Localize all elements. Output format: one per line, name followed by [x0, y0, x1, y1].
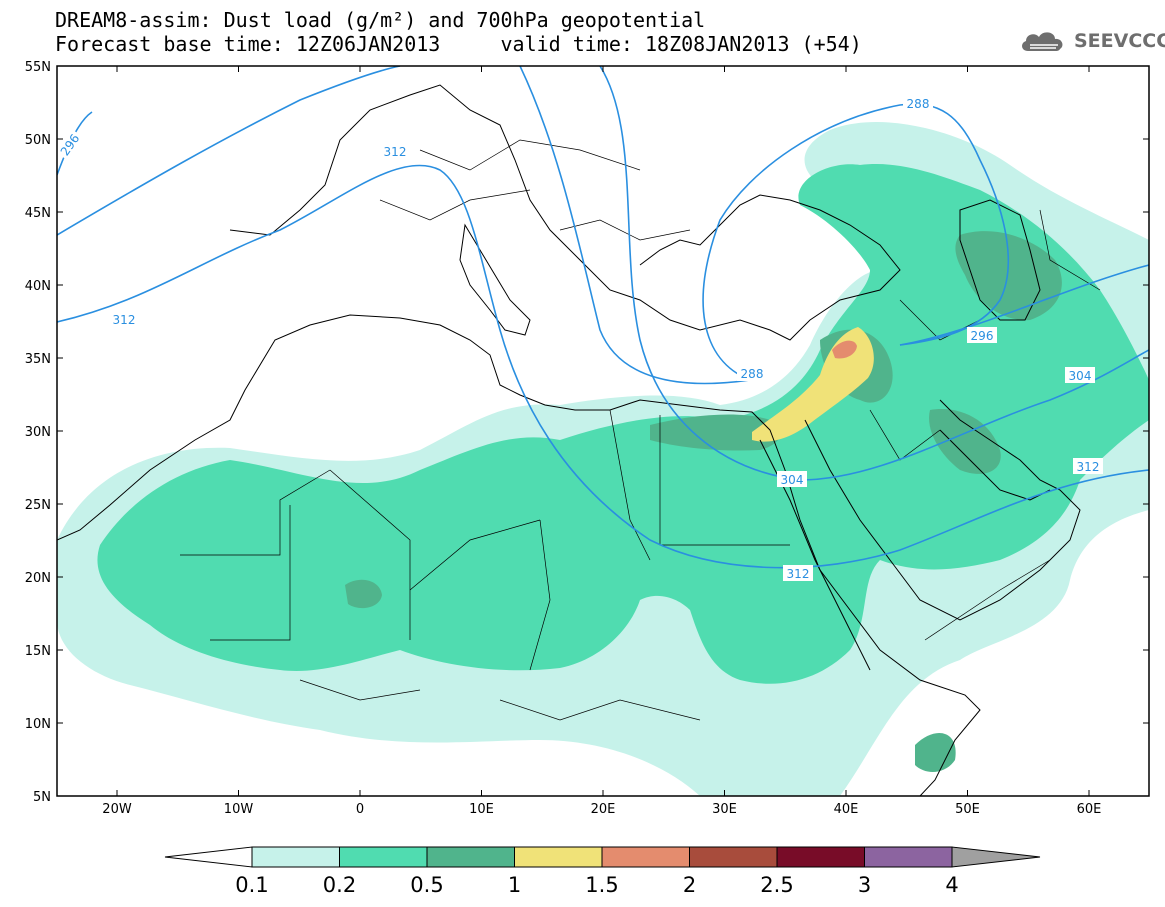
dust-0.5-area: [345, 579, 382, 609]
border-line: [529, 519, 551, 671]
colorbar-segment: [689, 846, 778, 868]
contour-label: 312: [384, 145, 407, 159]
lat-label: 35N: [25, 352, 51, 367]
colorbar-label: 1: [508, 873, 521, 897]
cloud-icon: [1022, 32, 1063, 51]
lat-label: 5N: [33, 790, 51, 805]
colorbar-segment: [601, 846, 690, 868]
title-line-2: Forecast base time: 12Z06JAN2013 valid t…: [55, 32, 862, 56]
lat-label: 40N: [25, 279, 51, 294]
dust-1.5-area: [832, 340, 857, 359]
colorbar-high-arrow: [951, 846, 1041, 868]
lon-label: 50E: [955, 802, 980, 817]
colorbar-label: 0.2: [323, 873, 356, 897]
contour-label: 312: [1077, 460, 1100, 474]
colorbar-segment: [514, 846, 603, 868]
dust-0.5-area: [915, 733, 956, 772]
europe-coastline: [229, 84, 901, 341]
border-line: [180, 469, 331, 556]
seevccc-logo: SEEVCCC: [1018, 28, 1165, 54]
lon-label: 60E: [1077, 802, 1102, 817]
border-line: [559, 219, 691, 241]
dust-0.5-area: [955, 231, 1062, 321]
border-line: [329, 469, 411, 640]
colorbar-segment: [776, 846, 865, 868]
colorbar-segment: [339, 846, 428, 868]
title-line-1: DREAM8-assim: Dust load (g/m²) and 700hP…: [55, 8, 706, 32]
italy-coastline: [459, 223, 531, 336]
lon-label: 10E: [469, 802, 494, 817]
lat-label: 10N: [25, 717, 51, 732]
lon-label: 30E: [712, 802, 737, 817]
contour-296-east: [57, 66, 401, 236]
lon-label: 40E: [834, 802, 859, 817]
geopotential-contours: [57, 66, 1149, 569]
contour-label: 296: [971, 329, 994, 343]
lat-label: 30N: [25, 425, 51, 440]
colorbar-label: 3: [858, 873, 871, 897]
contour-label: 312: [787, 567, 810, 581]
lon-label: 20E: [591, 802, 616, 817]
colorbar-label: 2.5: [760, 873, 793, 897]
lat-label: 45N: [25, 206, 51, 221]
border-line: [379, 189, 531, 221]
latitude-axis: 55N 50N 45N 40N 35N 30N 25N 20N 15N 10N 5N: [25, 60, 1149, 805]
contour-label: 304: [781, 473, 804, 487]
contour-label: 288: [741, 367, 764, 381]
border-line: [299, 679, 421, 701]
colorbar-segment: [864, 846, 953, 868]
colorbar-label: 1.5: [585, 873, 618, 897]
border-line: [609, 409, 651, 561]
africa-coastline: [57, 314, 981, 796]
lat-label: 20N: [25, 571, 51, 586]
plot-area: [57, 66, 1149, 796]
arabia-coastline: [804, 399, 1081, 621]
colorbar-label: 0.1: [235, 873, 268, 897]
dust-0.5-area: [650, 414, 781, 451]
border-line: [899, 299, 981, 341]
longitude-axis: 20W 10W 0 10E 20E 30E 40E 50E 60E: [102, 66, 1101, 817]
colorbar-label: 4: [945, 873, 958, 897]
contour-labels: 296 312 312 288 296 304 304 312 312 288: [54, 95, 1103, 581]
colorbar: 0.1 0.2 0.5 1 1.5 2 2.5 3 4: [164, 846, 1041, 897]
lat-label: 25N: [25, 498, 51, 513]
colorbar-label: 2: [683, 873, 696, 897]
border-line: [419, 139, 641, 171]
border-line: [924, 559, 1051, 641]
border-line: [1039, 209, 1101, 291]
persian-gulf-coastline: [939, 429, 1051, 501]
lon-label: 20W: [102, 802, 132, 817]
contour-312-west: [57, 164, 1149, 569]
colorbar-segment: [426, 846, 515, 868]
colorbar-segment: [251, 846, 340, 868]
caspian-coastline: [959, 199, 1041, 321]
contour-label: 304: [1069, 369, 1092, 383]
lon-label: 0: [356, 802, 364, 817]
lat-label: 15N: [25, 644, 51, 659]
logo-text: SEEVCCC: [1074, 30, 1165, 52]
colorbar-low-arrow: [164, 846, 253, 868]
contour-304: [599, 66, 1149, 481]
colorbar-label: 0.5: [410, 873, 443, 897]
contour-label: 288: [907, 97, 930, 111]
lat-label: 50N: [25, 133, 51, 148]
border-line: [210, 505, 291, 641]
coastlines: [57, 84, 1081, 796]
contour-label: 312: [113, 313, 136, 327]
border-line: [409, 519, 541, 591]
lon-label: 10W: [224, 802, 254, 817]
border-line: [499, 699, 701, 721]
contour-288: [519, 66, 1010, 385]
lat-label: 55N: [25, 60, 51, 75]
contour-296-east-2: [899, 264, 1149, 346]
